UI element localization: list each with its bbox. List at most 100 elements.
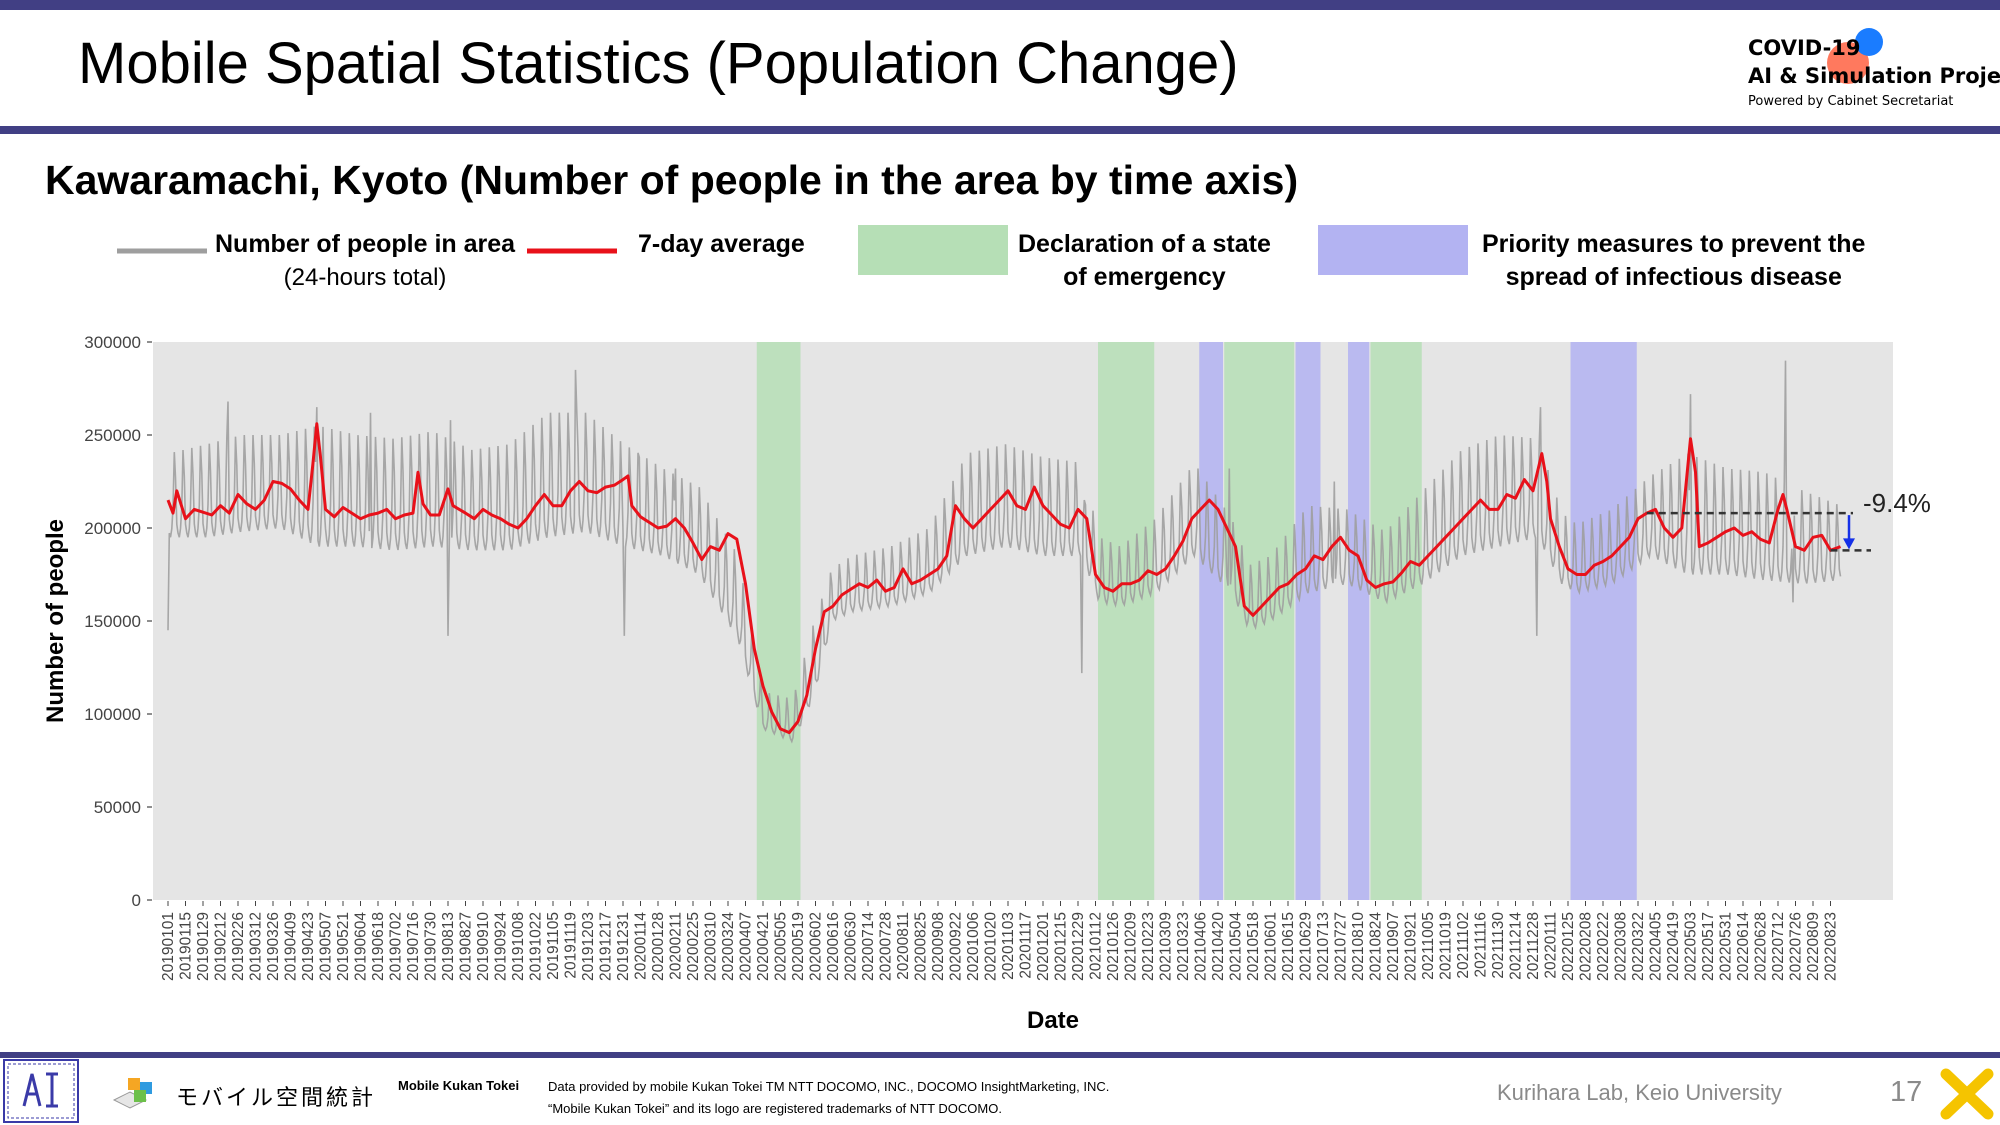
covid-ai-logo: COVID-19 AI & Simulation Project Powered…: [1745, 28, 2000, 118]
y-tick-label: 0: [132, 891, 141, 910]
emergency-band: [756, 342, 801, 900]
x-tick-label: 20220809: [1805, 912, 1822, 981]
x-tick-label: 20200519: [790, 912, 807, 981]
logo-japanese-text: モバイル空間統計: [176, 1086, 377, 1111]
x-tick-label: 20201215: [1053, 912, 1070, 981]
page-number: 17: [1890, 1076, 1923, 1108]
priority-band: [1570, 342, 1637, 900]
x-tick-label: 20210518: [1245, 912, 1262, 981]
population-chart: 0 50000 100000 150000 200000 250000 300000 2019…: [42, 333, 1931, 1034]
x-tick-label: 20211005: [1420, 912, 1437, 980]
x-tick-label: 20200114: [633, 912, 650, 980]
x-tick-label: 20200714: [860, 912, 877, 981]
x-tick-label: 20200922: [948, 912, 965, 981]
x-tick-label: 20201006: [965, 912, 982, 981]
x-tick-label: 20210323: [1175, 912, 1192, 981]
x-tick-label: 20190212: [213, 912, 230, 981]
x-tick-label: 20201103: [1000, 912, 1017, 980]
y-tick-label: 200000: [84, 519, 141, 538]
x-tick-label: 20210309: [1158, 912, 1175, 981]
x-tick-label: 20190604: [353, 912, 370, 981]
x-tick-label: 20201020: [983, 912, 1000, 981]
x-tick-label: 20210713: [1315, 912, 1332, 981]
y-tick-label: 300000: [84, 333, 141, 352]
logo-line-3: Powered by Cabinet Secretariat: [1748, 94, 1954, 109]
x-tick-label: 20220712: [1770, 912, 1787, 981]
x-tick-label: 20190423: [300, 912, 317, 981]
x-tick-label: 20200602: [808, 912, 825, 981]
x-tick-label: 20210810: [1350, 912, 1367, 981]
x-tick-label: 20220628: [1753, 912, 1770, 981]
x-tick-label: 20190101: [160, 912, 177, 981]
x-tick-label: 20220111: [1543, 912, 1560, 979]
x-tick-label: 20220405: [1648, 912, 1665, 981]
x-tick-label: 20210420: [1210, 912, 1227, 981]
x-tick-label: 20190129: [195, 912, 212, 981]
x-tick-label: 20191105: [545, 912, 562, 980]
x-tick-label: 20210126: [1105, 912, 1122, 981]
footer-credit-1: Data provided by mobile Kukan Tokei TM N…: [548, 1079, 1110, 1094]
x-tick-label: 20220614: [1735, 912, 1752, 981]
x-tick-label: 20201201: [1035, 912, 1052, 981]
x-tick-label: 20210406: [1193, 912, 1210, 981]
x-tick-label: 20220503: [1683, 912, 1700, 981]
x-tick-label: 20210209: [1123, 912, 1140, 981]
x-tick-label: 20211228: [1525, 912, 1542, 980]
x-tick-label: 20211102: [1455, 912, 1472, 979]
x-tick-label: 20210907: [1385, 912, 1402, 981]
x-tick-label: 20190716: [405, 912, 422, 981]
priority-band: [1199, 342, 1223, 900]
legend-emergency-label: Declaration of a state of emergency: [1018, 230, 1271, 291]
x-tick-label: 20211019: [1438, 912, 1455, 980]
top-accent-bar: [0, 0, 2000, 10]
lab-name: Kurihara Lab, Keio University: [1497, 1080, 1782, 1105]
x-tick-label: 20210629: [1298, 912, 1315, 981]
x-tick-label: 20211116: [1473, 912, 1490, 978]
x-tick-label: 20220208: [1578, 912, 1595, 981]
legend-priority-label: Priority measures to prevent the spread …: [1482, 230, 1866, 291]
x-tick-label: 20200908: [930, 912, 947, 981]
x-tick-label: 20190326: [265, 912, 282, 981]
x-tick-label: 20191022: [528, 912, 545, 981]
cube-logo-icon: [112, 1078, 152, 1109]
y-tick-label: 100000: [84, 705, 141, 724]
y-tick-label: 150000: [84, 612, 141, 631]
x-tick-label: 20220531: [1718, 912, 1735, 981]
emergency-band: [1098, 342, 1155, 900]
x-tick-label: 20210824: [1368, 912, 1385, 981]
x-tick-label: 20210601: [1263, 912, 1280, 981]
x-tick-label: 20190910: [475, 912, 492, 981]
x-tick-label: 20190312: [248, 912, 265, 981]
x-tick-label: 20190226: [230, 912, 247, 981]
footer-divider: [0, 1052, 2000, 1058]
x-tick-label: 20200225: [685, 912, 702, 981]
x-tick-label: 20200324: [720, 912, 737, 981]
x-tick-label: 20211214: [1508, 912, 1525, 980]
ai-lab-logo: [3, 1059, 79, 1123]
x-tick-label: 20200407: [738, 912, 755, 981]
y-tick-label: 250000: [84, 426, 141, 445]
x-tick-label: 20200728: [878, 912, 895, 981]
legend-avg-swatch: [527, 248, 617, 254]
priority-band: [1295, 342, 1321, 900]
x-tick-label: 20190618: [370, 912, 387, 981]
x-tick-label: 20191231: [615, 912, 632, 981]
x-tick-label: 20201117: [1018, 912, 1035, 979]
x-tick-label: 20190702: [388, 912, 405, 981]
chart-title: Kawaramachi, Kyoto (Number of people in …: [45, 157, 1299, 203]
x-tick-label: 20190521: [335, 912, 352, 981]
logo-line-1: COVID-19: [1748, 36, 1861, 60]
x-tick-label: 20220419: [1665, 912, 1682, 981]
annotation-label: -9.4%: [1863, 488, 1931, 518]
x-tick-label: 20220823: [1823, 912, 1840, 981]
x-axis-title: Date: [1027, 1007, 1079, 1034]
x-tick-label: 20200505: [773, 912, 790, 981]
x-tick-label: 20190115: [178, 912, 195, 980]
legend-raw-label: Number of people in area (24-hours total…: [215, 230, 516, 291]
x-tick-label: 20200128: [650, 912, 667, 981]
x-tick-label: 20190924: [493, 912, 510, 981]
x-tick-label: 20191008: [510, 912, 527, 981]
x-tick-label: 20200811: [895, 912, 912, 980]
emergency-band: [1224, 342, 1295, 900]
x-tick-label: 20210223: [1140, 912, 1157, 981]
